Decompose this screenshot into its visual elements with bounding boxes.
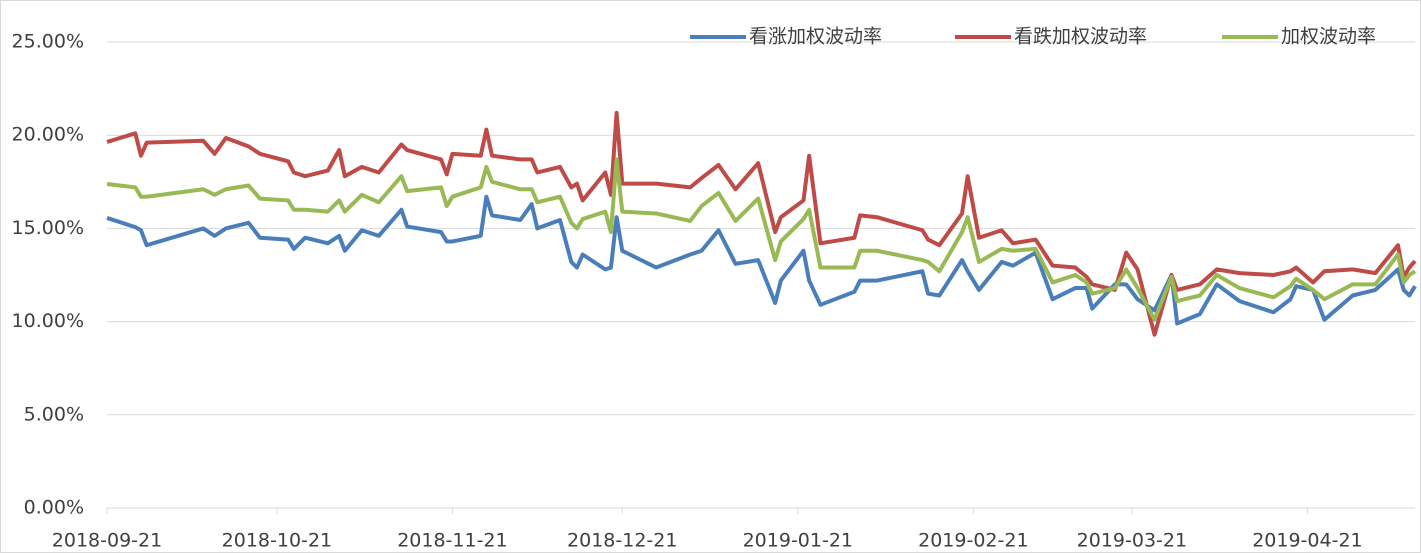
series-line	[106, 194, 1417, 326]
y-tick-label: 5.00%	[24, 403, 84, 425]
x-tick-label: 2019-03-21	[1077, 530, 1187, 552]
x-tick-label: 2019-02-21	[918, 530, 1028, 552]
x-tick-label: 2018-10-21	[222, 530, 332, 552]
y-tick-label: 20.00%	[12, 124, 84, 146]
x-tick-label: 2018-09-21	[52, 530, 162, 552]
x-tick-label: 2019-04-21	[1252, 530, 1362, 552]
x-tick-label: 2019-01-21	[743, 530, 853, 552]
legend-label: 加权波动率	[1281, 26, 1376, 48]
x-tick-label: 2018-11-21	[397, 530, 507, 552]
y-tick-label: 15.00%	[12, 217, 84, 239]
y-tick-label: 10.00%	[12, 310, 84, 332]
y-tick-label: 25.00%	[12, 31, 84, 53]
series-line	[106, 110, 1417, 337]
x-tick-label: 2018-12-21	[567, 530, 677, 552]
y-tick-label: 0.00%	[24, 497, 84, 519]
legend-label: 看涨加权波动率	[749, 26, 882, 48]
legend-label: 看跌加权波动率	[1014, 26, 1147, 48]
series-line	[106, 157, 1417, 322]
